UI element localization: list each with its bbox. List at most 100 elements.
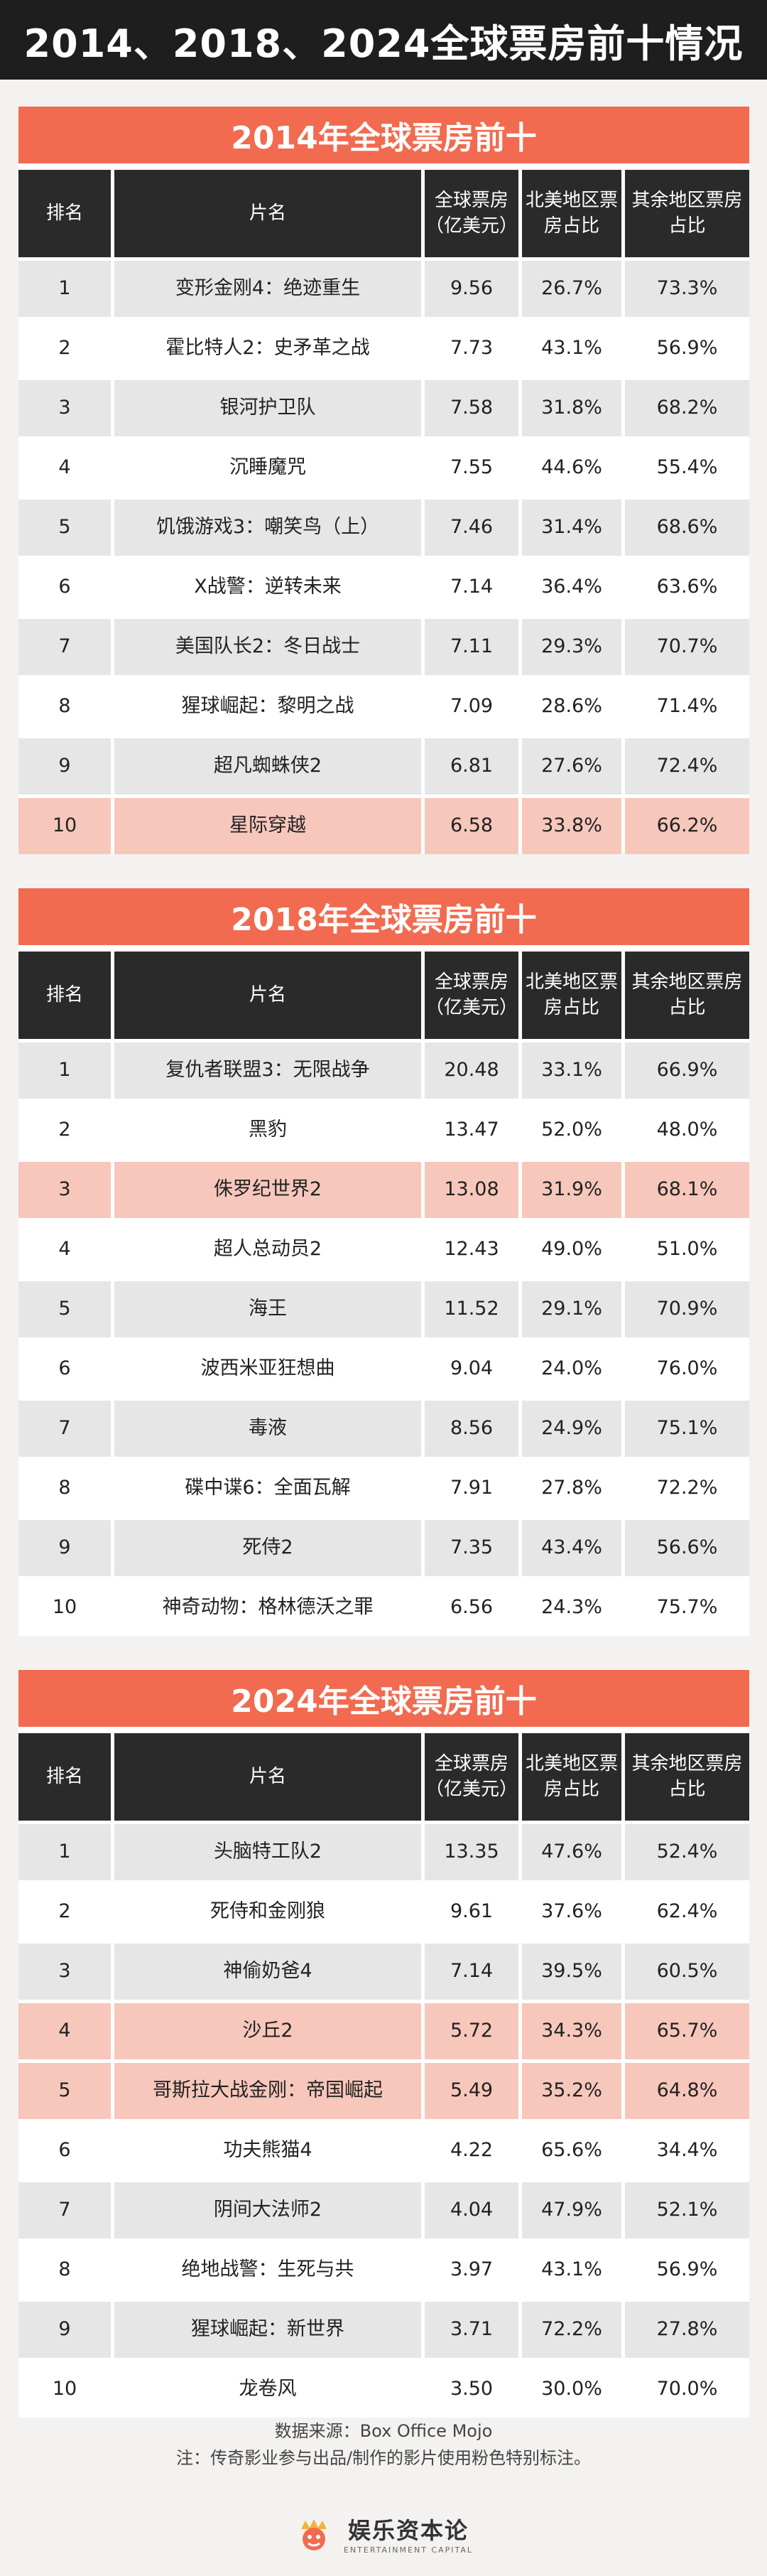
cell-film: 超凡蜘蛛侠2: [114, 738, 421, 794]
table-grid-2024: 排名 片名 全球票房（亿美元） 北美地区票房占比 其余地区票房占比 1 头脑特工队…: [18, 1730, 749, 2418]
cell-film: 黑豹: [114, 1102, 421, 1158]
cell-gross: 13.35: [425, 1824, 518, 1880]
cell-gross: 7.35: [425, 1520, 518, 1576]
cell-rank: 4: [18, 1222, 111, 1278]
cell-intl-share: 64.8%: [625, 2063, 749, 2119]
table-row: 6 功夫熊猫4 4.22 65.6% 34.4%: [18, 2123, 749, 2179]
cell-gross: 7.55: [425, 440, 518, 496]
cell-film: 变形金刚4：绝迹重生: [114, 261, 421, 317]
cell-na-share: 27.8%: [522, 1460, 621, 1516]
table-grid-2018: 排名 片名 全球票房（亿美元） 北美地区票房占比 其余地区票房占比 1 复仇者联盟…: [18, 948, 749, 1636]
cell-gross: 4.22: [425, 2123, 518, 2179]
cell-rank: 10: [18, 798, 111, 854]
cell-intl-share: 76.0%: [625, 1341, 749, 1397]
table-body-2018: 1 复仇者联盟3：无限战争 20.48 33.1% 66.9% 2 黑豹 13.47 52.0%…: [18, 1039, 749, 1636]
table-header-row: 排名 片名 全球票房（亿美元） 北美地区票房占比 其余地区票房占比: [18, 952, 749, 1039]
cell-intl-share: 55.4%: [625, 440, 749, 496]
table-row: 3 侏罗纪世界2 13.08 31.9% 68.1%: [18, 1162, 749, 1218]
table-row: 7 美国队长2：冬日战士 7.11 29.3% 70.7%: [18, 619, 749, 675]
cell-gross: 6.56: [425, 1580, 518, 1636]
table-row: 2 黑豹 13.47 52.0% 48.0%: [18, 1102, 749, 1158]
cell-na-share: 34.3%: [522, 2003, 621, 2059]
cell-film: 哥斯拉大战金刚：帝国崛起: [114, 2063, 421, 2119]
table-row: 10 神奇动物：格林德沃之罪 6.56 24.3% 75.7%: [18, 1580, 749, 1636]
header-gross: 全球票房（亿美元）: [425, 1733, 518, 1821]
table-title-2018: 2018年全球票房前十: [18, 888, 749, 948]
cell-rank: 6: [18, 2123, 111, 2179]
cell-film: 星际穿越: [114, 798, 421, 854]
cell-na-share: 35.2%: [522, 2063, 621, 2119]
logo-name: 娱乐资本论: [347, 2516, 469, 2544]
header-rank: 排名: [18, 170, 111, 257]
cell-intl-share: 34.4%: [625, 2123, 749, 2179]
cell-na-share: 52.0%: [522, 1102, 621, 1158]
header-rank: 排名: [18, 1733, 111, 1821]
table-2014: 2014年全球票房前十 排名 片名 全球票房（亿美元） 北美地区票房占比 其余地…: [18, 107, 749, 854]
cell-film: 猩球崛起：新世界: [114, 2302, 421, 2358]
table-row: 10 星际穿越 6.58 33.8% 66.2%: [18, 798, 749, 854]
cell-na-share: 24.0%: [522, 1341, 621, 1397]
logo-subtitle: ENTERTAINMENT CAPITAL: [343, 2545, 474, 2555]
header-gross: 全球票房（亿美元）: [425, 952, 518, 1039]
table-row: 2 死侍和金刚狼 9.61 37.6% 62.4%: [18, 1884, 749, 1940]
cell-rank: 8: [18, 679, 111, 735]
cell-na-share: 44.6%: [522, 440, 621, 496]
table-row: 7 阴间大法师2 4.04 47.9% 52.1%: [18, 2182, 749, 2238]
cell-intl-share: 70.0%: [625, 2361, 749, 2418]
cell-film: 海王: [114, 1281, 421, 1337]
header-intl-share: 其余地区票房占比: [625, 1733, 749, 1821]
cell-intl-share: 75.1%: [625, 1401, 749, 1457]
logo-text: 娱乐资本论 ENTERTAINMENT CAPITAL: [344, 2513, 473, 2555]
table-body-2014: 1 变形金刚4：绝迹重生 9.56 26.7% 73.3% 2 霍比特人2：史矛革之战 7.7…: [18, 257, 749, 854]
cell-intl-share: 72.4%: [625, 738, 749, 794]
table-row: 5 海王 11.52 29.1% 70.9%: [18, 1281, 749, 1337]
header-film: 片名: [114, 170, 421, 257]
table-row: 1 头脑特工队2 13.35 47.6% 52.4%: [18, 1824, 749, 1880]
cell-na-share: 36.4%: [522, 559, 621, 615]
cell-na-share: 72.2%: [522, 2302, 621, 2358]
cell-gross: 7.46: [425, 500, 518, 556]
cell-na-share: 43.4%: [522, 1520, 621, 1576]
cell-gross: 11.52: [425, 1281, 518, 1337]
table-row: 9 死侍2 7.35 43.4% 56.6%: [18, 1520, 749, 1576]
cell-na-share: 43.1%: [522, 2242, 621, 2298]
cell-rank: 2: [18, 320, 111, 377]
cell-intl-share: 63.6%: [625, 559, 749, 615]
header-gross: 全球票房（亿美元）: [425, 170, 518, 257]
cell-rank: 9: [18, 1520, 111, 1576]
cell-gross: 7.14: [425, 559, 518, 615]
cell-intl-share: 71.4%: [625, 679, 749, 735]
cell-film: 绝地战警：生死与共: [114, 2242, 421, 2298]
cell-intl-share: 52.4%: [625, 1824, 749, 1880]
cell-na-share: 33.1%: [522, 1042, 621, 1099]
cell-gross: 7.11: [425, 619, 518, 675]
cell-intl-share: 51.0%: [625, 1222, 749, 1278]
cell-intl-share: 73.3%: [625, 261, 749, 317]
table-row: 5 饥饿游戏3：嘲笑鸟（上） 7.46 31.4% 68.6%: [18, 500, 749, 556]
brand-logo: 娱乐资本论 ENTERTAINMENT CAPITAL: [0, 2508, 767, 2558]
cell-rank: 6: [18, 559, 111, 615]
table-row: 9 超凡蜘蛛侠2 6.81 27.6% 72.4%: [18, 738, 749, 794]
cell-gross: 4.04: [425, 2182, 518, 2238]
cell-film: 神奇动物：格林德沃之罪: [114, 1580, 421, 1636]
cell-rank: 8: [18, 1460, 111, 1516]
header-film: 片名: [114, 1733, 421, 1821]
cell-intl-share: 56.6%: [625, 1520, 749, 1576]
cell-intl-share: 48.0%: [625, 1102, 749, 1158]
cell-film: 碟中谍6：全面瓦解: [114, 1460, 421, 1516]
header-na-share: 北美地区票房占比: [522, 170, 621, 257]
table-row: 8 碟中谍6：全面瓦解 7.91 27.8% 72.2%: [18, 1460, 749, 1516]
cell-gross: 7.91: [425, 1460, 518, 1516]
cell-intl-share: 70.9%: [625, 1281, 749, 1337]
table-title-2014: 2014年全球票房前十: [18, 107, 749, 166]
cell-gross: 3.50: [425, 2361, 518, 2418]
cell-intl-share: 66.2%: [625, 798, 749, 854]
cell-rank: 9: [18, 738, 111, 794]
cell-film: 超人总动员2: [114, 1222, 421, 1278]
cell-gross: 13.47: [425, 1102, 518, 1158]
cell-rank: 7: [18, 2182, 111, 2238]
table-row: 1 复仇者联盟3：无限战争 20.48 33.1% 66.9%: [18, 1042, 749, 1099]
cell-film: 功夫熊猫4: [114, 2123, 421, 2179]
header-na-share: 北美地区票房占比: [522, 952, 621, 1039]
table-body-2024: 1 头脑特工队2 13.35 47.6% 52.4% 2 死侍和金刚狼 9.61 37.6% 62…: [18, 1821, 749, 2418]
